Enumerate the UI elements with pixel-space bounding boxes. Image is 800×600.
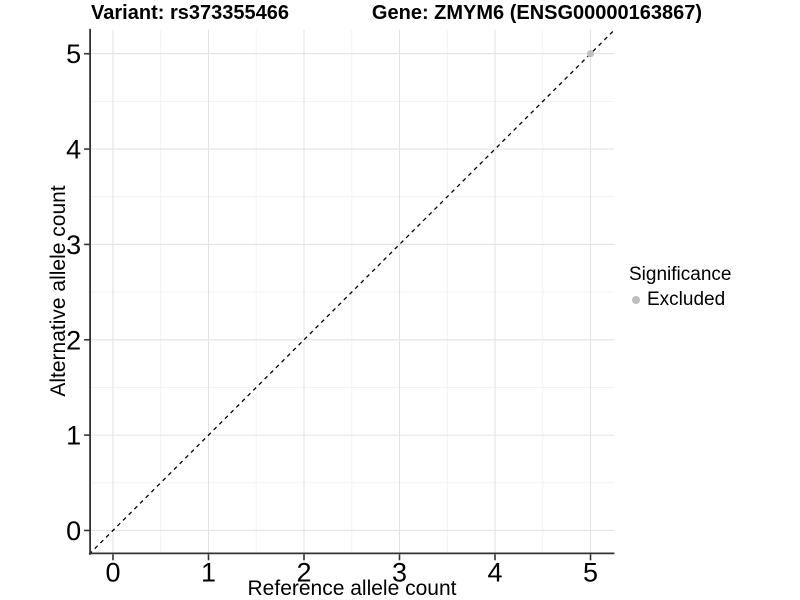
legend-item-label: Excluded [647, 289, 726, 310]
x-tick-label: 4 [487, 557, 502, 587]
legend-item-excluded: Excluded [629, 289, 731, 311]
y-tick-label: 4 [66, 135, 81, 165]
y-tick-label: 5 [66, 39, 81, 69]
y-tick-label: 3 [66, 230, 81, 260]
x-axis-title: Reference allele count [247, 577, 457, 600]
gene-title: Gene: ZMYM6 (ENSG00000163867) [371, 2, 703, 24]
legend-title: Significance [629, 264, 732, 285]
legend-key-dot [632, 296, 640, 304]
x-tick-label: 5 [583, 557, 598, 587]
y-tick-label: 1 [66, 421, 81, 451]
identity-dashed-line [88, 29, 615, 555]
x-tick-label: 3 [392, 557, 407, 587]
y-axis-title: Alternative allele count [47, 185, 70, 397]
x-tick-label: 2 [296, 557, 311, 587]
legend: Significance Excluded [629, 264, 731, 311]
data-point [586, 50, 595, 58]
y-tick-label: 2 [66, 325, 81, 355]
y-tick-label: 0 [66, 516, 81, 546]
x-tick-label: 0 [105, 557, 120, 587]
x-tick-label: 1 [201, 557, 216, 587]
variant-title: Variant: rs373355466 [91, 2, 289, 24]
